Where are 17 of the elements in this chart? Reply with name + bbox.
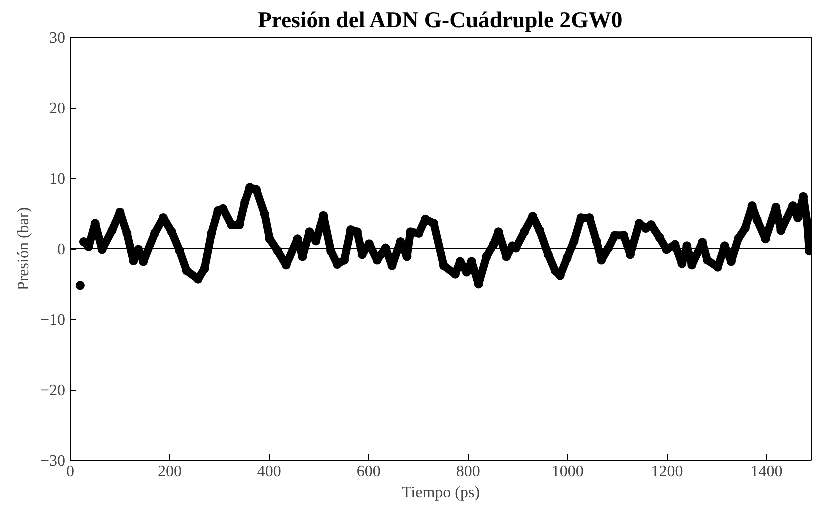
y-tick-label: −10 (40, 312, 66, 329)
x-tick-label: 800 (456, 464, 480, 480)
y-tick-label: −30 (40, 453, 66, 470)
x-tick-label: 200 (158, 464, 182, 480)
y-tick-label: 30 (50, 30, 66, 47)
chart-title: Presión del ADN G-Cuádruple 2GW0 (258, 8, 623, 32)
x-axis-title: Tiempo (ps) (402, 484, 480, 502)
y-tick-label: 10 (50, 171, 66, 188)
x-tick-label: 1200 (651, 464, 684, 480)
x-tick-label: 1000 (552, 464, 584, 480)
x-tick-label: 1400 (750, 464, 783, 480)
y-axis-title: Presión (bar) (15, 207, 32, 291)
x-tick-label: 600 (356, 464, 381, 480)
y-tick-label: 0 (58, 242, 66, 258)
y-tick-label: 20 (50, 100, 66, 118)
x-tick-label: 400 (257, 464, 282, 480)
y-tick-label: −20 (40, 382, 66, 400)
